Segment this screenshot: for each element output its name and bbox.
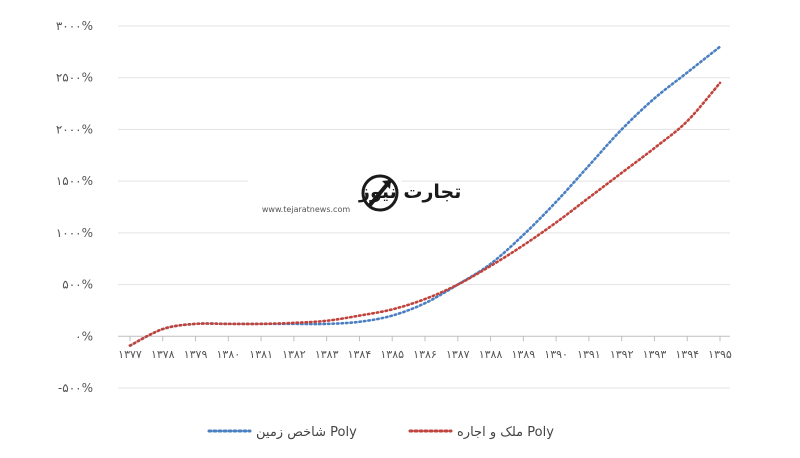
legend-label-series-1: ملک و اجاره Poly bbox=[457, 425, 554, 440]
y-axis-ticks: ۳۰۰۰% ۲۵۰۰% ۲۰۰۰% ۱۵۰۰% ۱۰۰۰% ۵۰۰% ۰% -۵۰۰% bbox=[56, 19, 93, 395]
y-tick-label: -۵۰۰% bbox=[58, 381, 93, 395]
x-tick-label: ۱۳۹۰ bbox=[544, 348, 568, 361]
tejaratnews-watermark: تجارت نیوز www.tejaratnews.com bbox=[248, 174, 461, 216]
x-tick-label: ۱۳۸۹ bbox=[512, 348, 536, 361]
y-tick-label: ۲۰۰۰% bbox=[56, 122, 93, 136]
y-tick-label: ۱۵۰۰% bbox=[56, 174, 93, 188]
legend: شاخص زمین Poly ملک و اجاره Poly bbox=[207, 425, 554, 440]
x-tick-label: ۱۳۹۱ bbox=[577, 348, 601, 361]
x-tick-label: ۱۳۷۹ bbox=[184, 348, 208, 361]
watermark-brand: تجارت نیوز bbox=[358, 181, 461, 203]
y-tick-label: ۲۵۰۰% bbox=[56, 71, 93, 85]
x-tick-label: ۱۳۹۲ bbox=[610, 348, 634, 361]
y-tick-label: ۰% bbox=[75, 329, 93, 343]
watermark-url: www.tejaratnews.com bbox=[262, 205, 350, 214]
series-line-1 bbox=[128, 81, 722, 347]
y-tick-label: ۱۰۰۰% bbox=[56, 226, 93, 240]
x-tick-label: ۱۳۸۷ bbox=[446, 348, 470, 361]
x-tick-label: ۱۳۷۷ bbox=[118, 348, 142, 361]
x-tick-label: ۱۳۸۶ bbox=[413, 348, 437, 361]
x-tick-label: ۱۳۷۸ bbox=[151, 348, 175, 361]
x-tick-label: ۱۳۸۲ bbox=[282, 348, 306, 361]
x-tick-label: ۱۳۸۳ bbox=[315, 348, 339, 361]
x-tick-label: ۱۳۸۱ bbox=[249, 348, 273, 361]
x-tick-label: ۱۳۸۵ bbox=[380, 348, 404, 361]
y-tick-label: ۵۰۰% bbox=[62, 278, 93, 292]
x-tick-label: ۱۳۸۰ bbox=[217, 348, 241, 361]
upward-arrow-logo-icon bbox=[361, 174, 399, 212]
series-lines bbox=[128, 45, 722, 347]
legend-label-series-0: شاخص زمین Poly bbox=[256, 425, 357, 440]
x-tick-label: ۱۳۸۴ bbox=[348, 348, 372, 361]
x-axis-ticks: ۱۳۷۷ ۱۳۷۸ ۱۳۷۹ ۱۳۸۰ ۱۳۸۱ ۱۳۸۲ ۱۳۸۳ ۱۳۸۴ ۱۳۸۵ ۱۳۸۶… bbox=[118, 336, 732, 361]
x-tick-label: ۱۳۸۸ bbox=[479, 348, 503, 361]
gridlines bbox=[118, 25, 730, 389]
x-tick-label: ۱۳۹۵ bbox=[708, 348, 732, 361]
y-tick-label: ۳۰۰۰% bbox=[56, 19, 93, 33]
x-tick-label: ۱۳۹۳ bbox=[643, 348, 667, 361]
x-tick-label: ۱۳۹۴ bbox=[675, 348, 699, 361]
